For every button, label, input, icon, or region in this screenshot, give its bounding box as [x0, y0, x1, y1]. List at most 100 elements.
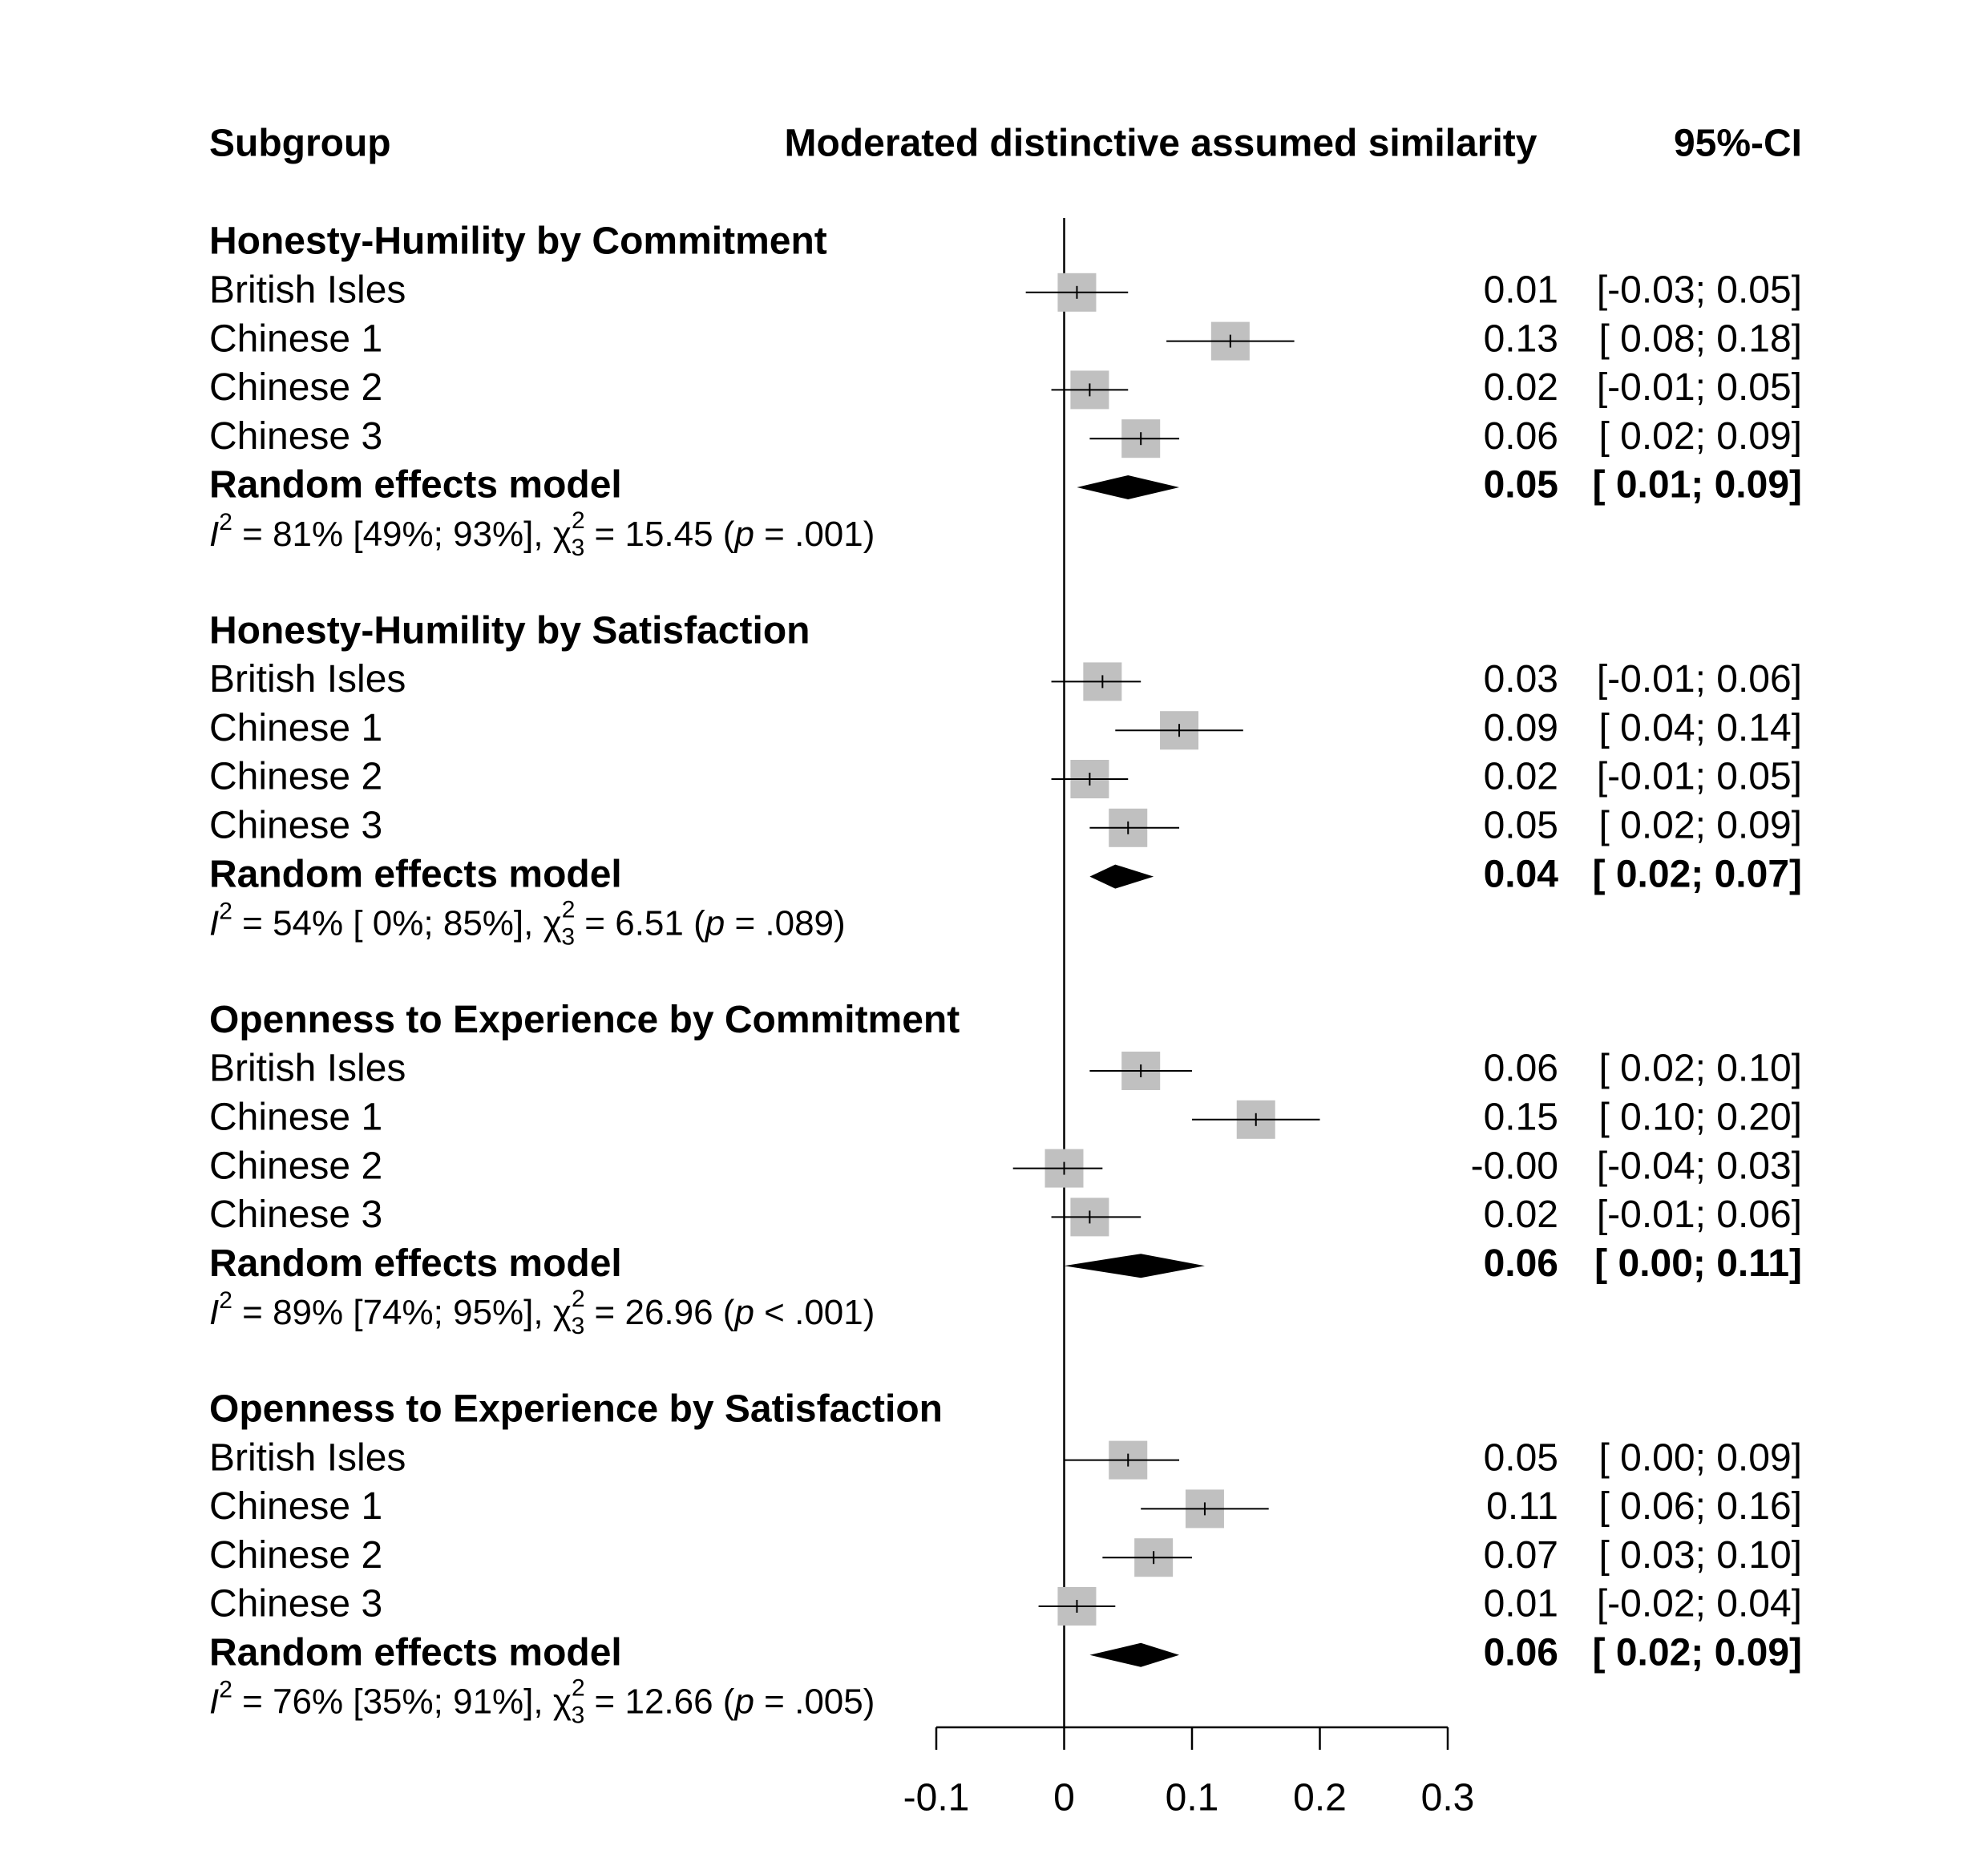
- header-effect: Moderated distinctive assumed similarity: [785, 123, 1537, 165]
- estimate-label: 0.02: [1484, 366, 1558, 409]
- group-title: Honesty-Humility by Commitment: [209, 220, 827, 263]
- pooled-diamond: [1064, 1254, 1205, 1278]
- heterogeneity: I2 = 76% [35%; 91%], χ2 3 = 12.66 (p = .0…: [209, 1675, 875, 1729]
- study-name: Chinese 2: [209, 366, 382, 409]
- heterogeneity: I2 = 81% [49%; 93%], χ2 3 = 15.45 (p = .0…: [209, 507, 875, 561]
- i-text: = 76% [35%; 91%],: [232, 1682, 553, 1721]
- p-text: = .001): [754, 514, 875, 553]
- x-tick-label: 0.3: [1421, 1777, 1475, 1819]
- study-name: Chinese 3: [209, 415, 382, 458]
- x-tick-label: -0.1: [903, 1777, 970, 1819]
- p-text: = .089): [725, 903, 845, 943]
- estimate-label: 0.02: [1484, 756, 1558, 798]
- chi-sup: 2: [562, 896, 576, 923]
- x-tick-label: 0.2: [1293, 1777, 1347, 1819]
- estimate-label: 0.05: [1484, 1436, 1558, 1479]
- ci-label: [ 0.02; 0.09]: [1598, 415, 1802, 458]
- pooled-ci: [ 0.01; 0.09]: [1593, 464, 1802, 507]
- ci-label: [ 0.04; 0.14]: [1598, 707, 1802, 749]
- estimate-label: 0.01: [1484, 269, 1558, 311]
- x-tick-label: 0: [1053, 1777, 1075, 1819]
- estimate-label: 0.01: [1484, 1583, 1558, 1626]
- estimate-label: -0.00: [1471, 1145, 1558, 1187]
- chi-text: = 26.96 (: [584, 1293, 734, 1332]
- chi-symbol: χ: [553, 1682, 572, 1721]
- heterogeneity: I2 = 54% [ 0%; 85%], χ2 3 = 6.51 (p = .08…: [209, 896, 846, 950]
- chi-text: = 15.45 (: [584, 514, 734, 553]
- estimate-label: 0.02: [1484, 1193, 1558, 1236]
- i-text: = 54% [ 0%; 85%],: [232, 903, 543, 943]
- pooled-estimate: 0.04: [1484, 853, 1559, 895]
- ci-label: [ 0.10; 0.20]: [1598, 1096, 1802, 1138]
- chi-sub: 3: [561, 923, 575, 950]
- estimate-label: 0.11: [1486, 1485, 1558, 1528]
- ci-label: [-0.01; 0.06]: [1597, 1193, 1802, 1236]
- study-name: Chinese 2: [209, 756, 382, 798]
- pooled-ci: [ 0.00; 0.11]: [1594, 1242, 1802, 1285]
- p-symbol: p: [733, 1293, 754, 1332]
- chi-text: = 12.66 (: [584, 1682, 734, 1721]
- header-ci: 95%-CI: [1674, 123, 1802, 165]
- pooled-estimate: 0.05: [1484, 464, 1558, 507]
- ci-label: [-0.03; 0.05]: [1597, 269, 1802, 311]
- ci-label: [ 0.02; 0.10]: [1598, 1048, 1802, 1090]
- ci-label: [-0.04; 0.03]: [1597, 1145, 1802, 1187]
- ci-label: [ 0.02; 0.09]: [1598, 804, 1802, 846]
- study-name: Chinese 1: [209, 1096, 382, 1138]
- i-sup: 2: [219, 898, 232, 924]
- chi-sup: 2: [572, 507, 585, 534]
- pooled-diamond: [1089, 1642, 1180, 1667]
- i-sup: 2: [219, 509, 232, 535]
- estimate-label: 0.06: [1484, 415, 1558, 458]
- p-symbol: p: [704, 903, 725, 943]
- estimate-label: 0.06: [1484, 1048, 1558, 1090]
- i-symbol: I: [209, 1293, 219, 1332]
- study-name: Chinese 3: [209, 1583, 382, 1626]
- pooled-diamond: [1077, 475, 1180, 499]
- study-name: Chinese 1: [209, 317, 382, 360]
- estimate-label: 0.13: [1484, 317, 1558, 360]
- chi-sub: 3: [572, 1702, 585, 1729]
- study-name: Chinese 1: [209, 707, 382, 749]
- ci-label: [-0.02; 0.04]: [1597, 1583, 1802, 1626]
- estimate-label: 0.09: [1484, 707, 1558, 749]
- p-text: = .005): [754, 1682, 875, 1721]
- ci-label: [ 0.08; 0.18]: [1598, 317, 1802, 360]
- ci-label: [-0.01; 0.05]: [1597, 366, 1802, 409]
- study-name: British Isles: [209, 269, 406, 311]
- i-text: = 81% [49%; 93%],: [232, 514, 553, 553]
- ci-label: [ 0.03; 0.10]: [1598, 1534, 1802, 1577]
- i-symbol: I: [209, 1682, 219, 1721]
- estimate-label: 0.03: [1484, 658, 1558, 701]
- pooled-name: Random effects model: [209, 853, 622, 895]
- ci-label: [-0.01; 0.06]: [1597, 658, 1802, 701]
- pooled-name: Random effects model: [209, 1242, 622, 1285]
- estimate-label: 0.07: [1484, 1534, 1558, 1577]
- chi-symbol: χ: [553, 1293, 572, 1332]
- i-symbol: I: [209, 903, 219, 943]
- study-name: Chinese 1: [209, 1485, 382, 1528]
- pooled-ci: [ 0.02; 0.07]: [1593, 853, 1802, 895]
- pooled-diamond: [1089, 864, 1154, 889]
- chi-symbol: χ: [553, 514, 572, 553]
- ci-label: [-0.01; 0.05]: [1597, 756, 1802, 798]
- study-name: Chinese 3: [209, 804, 382, 846]
- estimate-label: 0.05: [1484, 804, 1558, 846]
- i-text: = 89% [74%; 95%],: [232, 1293, 553, 1332]
- p-text: < .001): [754, 1293, 875, 1332]
- chi-text: = 6.51 (: [575, 903, 705, 943]
- group-title: Openness to Experience by Commitment: [209, 999, 960, 1041]
- pooled-estimate: 0.06: [1484, 1242, 1558, 1285]
- i-sup: 2: [219, 1677, 232, 1703]
- study-name: British Isles: [209, 1048, 406, 1090]
- pooled-name: Random effects model: [209, 464, 622, 507]
- ci-label: [ 0.00; 0.09]: [1598, 1436, 1802, 1479]
- study-name: Chinese 3: [209, 1193, 382, 1236]
- study-name: Chinese 2: [209, 1534, 382, 1577]
- group-title: Honesty-Humility by Satisfaction: [209, 609, 810, 652]
- heterogeneity: I2 = 89% [74%; 95%], χ2 3 = 26.96 (p < .0…: [209, 1286, 875, 1339]
- pooled-name: Random effects model: [209, 1631, 622, 1674]
- chi-sub: 3: [572, 1313, 585, 1339]
- chi-sup: 2: [572, 1675, 585, 1702]
